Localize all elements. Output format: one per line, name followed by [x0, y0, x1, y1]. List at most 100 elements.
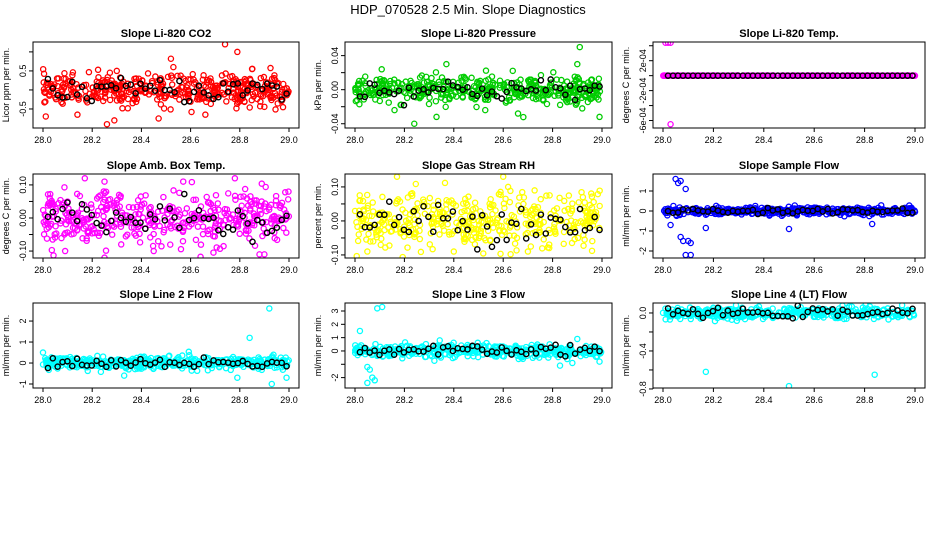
data-point: [272, 197, 280, 204]
data-point: [160, 193, 167, 201]
data-point: [424, 81, 432, 89]
data-point: [355, 207, 363, 214]
reference-point: [107, 81, 115, 89]
reference-point: [161, 217, 169, 224]
reference-point: [596, 226, 603, 234]
reference-point: [88, 97, 96, 105]
x-tick-label: 29.0: [593, 265, 611, 275]
reference-point: [361, 93, 369, 101]
reference-point: [190, 214, 198, 222]
outlier-point: [364, 248, 371, 255]
data-point: [414, 211, 421, 219]
x-tick-label: 29.0: [593, 135, 611, 145]
y-tick-label: -0.8: [638, 381, 648, 397]
data-point: [147, 203, 154, 211]
data-point: [359, 217, 367, 225]
reference-point: [361, 344, 369, 352]
data-point: [440, 77, 448, 85]
data-point: [545, 241, 553, 248]
data-point: [63, 355, 70, 362]
data-point: [507, 250, 514, 258]
x-tick-label: 28.8: [856, 135, 874, 145]
points: [351, 174, 603, 258]
data-point: [276, 201, 283, 209]
x-tick-label: 28.6: [805, 265, 823, 275]
x-tick-label: 28.6: [182, 395, 200, 405]
reference-point: [814, 205, 822, 213]
outlier-point: [39, 349, 47, 356]
data-point: [243, 195, 251, 202]
data-point: [565, 192, 573, 199]
outlier-point: [283, 374, 290, 381]
reference-point: [488, 243, 496, 251]
x-tick-label: 28.4: [755, 135, 773, 145]
data-point: [537, 195, 545, 203]
data-point: [353, 347, 361, 355]
data-point: [534, 220, 542, 228]
reference-point: [724, 307, 732, 314]
reference-point: [371, 221, 378, 229]
data-point: [245, 227, 252, 234]
data-point: [83, 237, 90, 245]
reference-point: [200, 354, 208, 361]
x-tick-label: 28.8: [544, 395, 562, 405]
reference-point: [474, 343, 481, 350]
data-point: [403, 94, 411, 102]
panel-6: Slope Sample Flow ml/min per min. 28.0 28.2…: [621, 160, 926, 275]
data-point: [470, 225, 478, 233]
reference-point: [68, 209, 76, 216]
data-point: [382, 244, 389, 251]
data-point: [419, 196, 427, 203]
data-point: [529, 219, 536, 227]
outlier-point: [785, 225, 793, 233]
data-point: [59, 100, 66, 107]
outlier-point: [785, 382, 793, 388]
reference-point: [122, 359, 130, 366]
data-point: [532, 95, 540, 103]
reference-point: [117, 214, 125, 222]
data-point: [546, 229, 554, 237]
data-point: [279, 103, 287, 111]
reference-point: [909, 72, 916, 79]
reference-point: [210, 214, 217, 222]
data-point: [480, 250, 487, 257]
reference-point: [273, 224, 281, 231]
data-point: [131, 75, 138, 83]
reference-point: [789, 315, 797, 322]
data-point: [237, 79, 245, 86]
data-point: [186, 351, 193, 359]
reference-point: [68, 78, 76, 86]
data-point: [227, 366, 235, 374]
data-point: [124, 231, 131, 238]
data-point: [550, 224, 558, 231]
outlier-point: [366, 366, 374, 373]
reference-point: [234, 207, 242, 214]
reference-point: [146, 211, 154, 218]
data-point: [155, 362, 163, 370]
data-point: [213, 244, 220, 251]
data-point: [162, 93, 170, 100]
data-point: [81, 356, 89, 363]
reference-point: [478, 346, 486, 354]
reference-point: [464, 226, 471, 233]
data-point: [843, 315, 850, 322]
data-point: [359, 197, 367, 205]
data-point: [513, 224, 521, 231]
reference-point: [73, 217, 81, 225]
data-point: [261, 103, 268, 111]
y-tick-label: -0.10: [18, 241, 28, 262]
data-point: [733, 317, 741, 325]
reference-point: [59, 205, 66, 213]
data-point: [83, 235, 90, 242]
data-point: [352, 97, 360, 105]
reference-point: [254, 81, 261, 89]
data-point: [42, 113, 50, 120]
y-tick-label: 0.00: [330, 212, 340, 230]
data-point: [537, 221, 544, 228]
reference-point: [405, 228, 413, 236]
data-point: [125, 203, 133, 211]
data-point: [582, 93, 589, 100]
data-point: [769, 305, 776, 312]
reference-point: [669, 311, 677, 318]
reference-point: [420, 203, 427, 210]
